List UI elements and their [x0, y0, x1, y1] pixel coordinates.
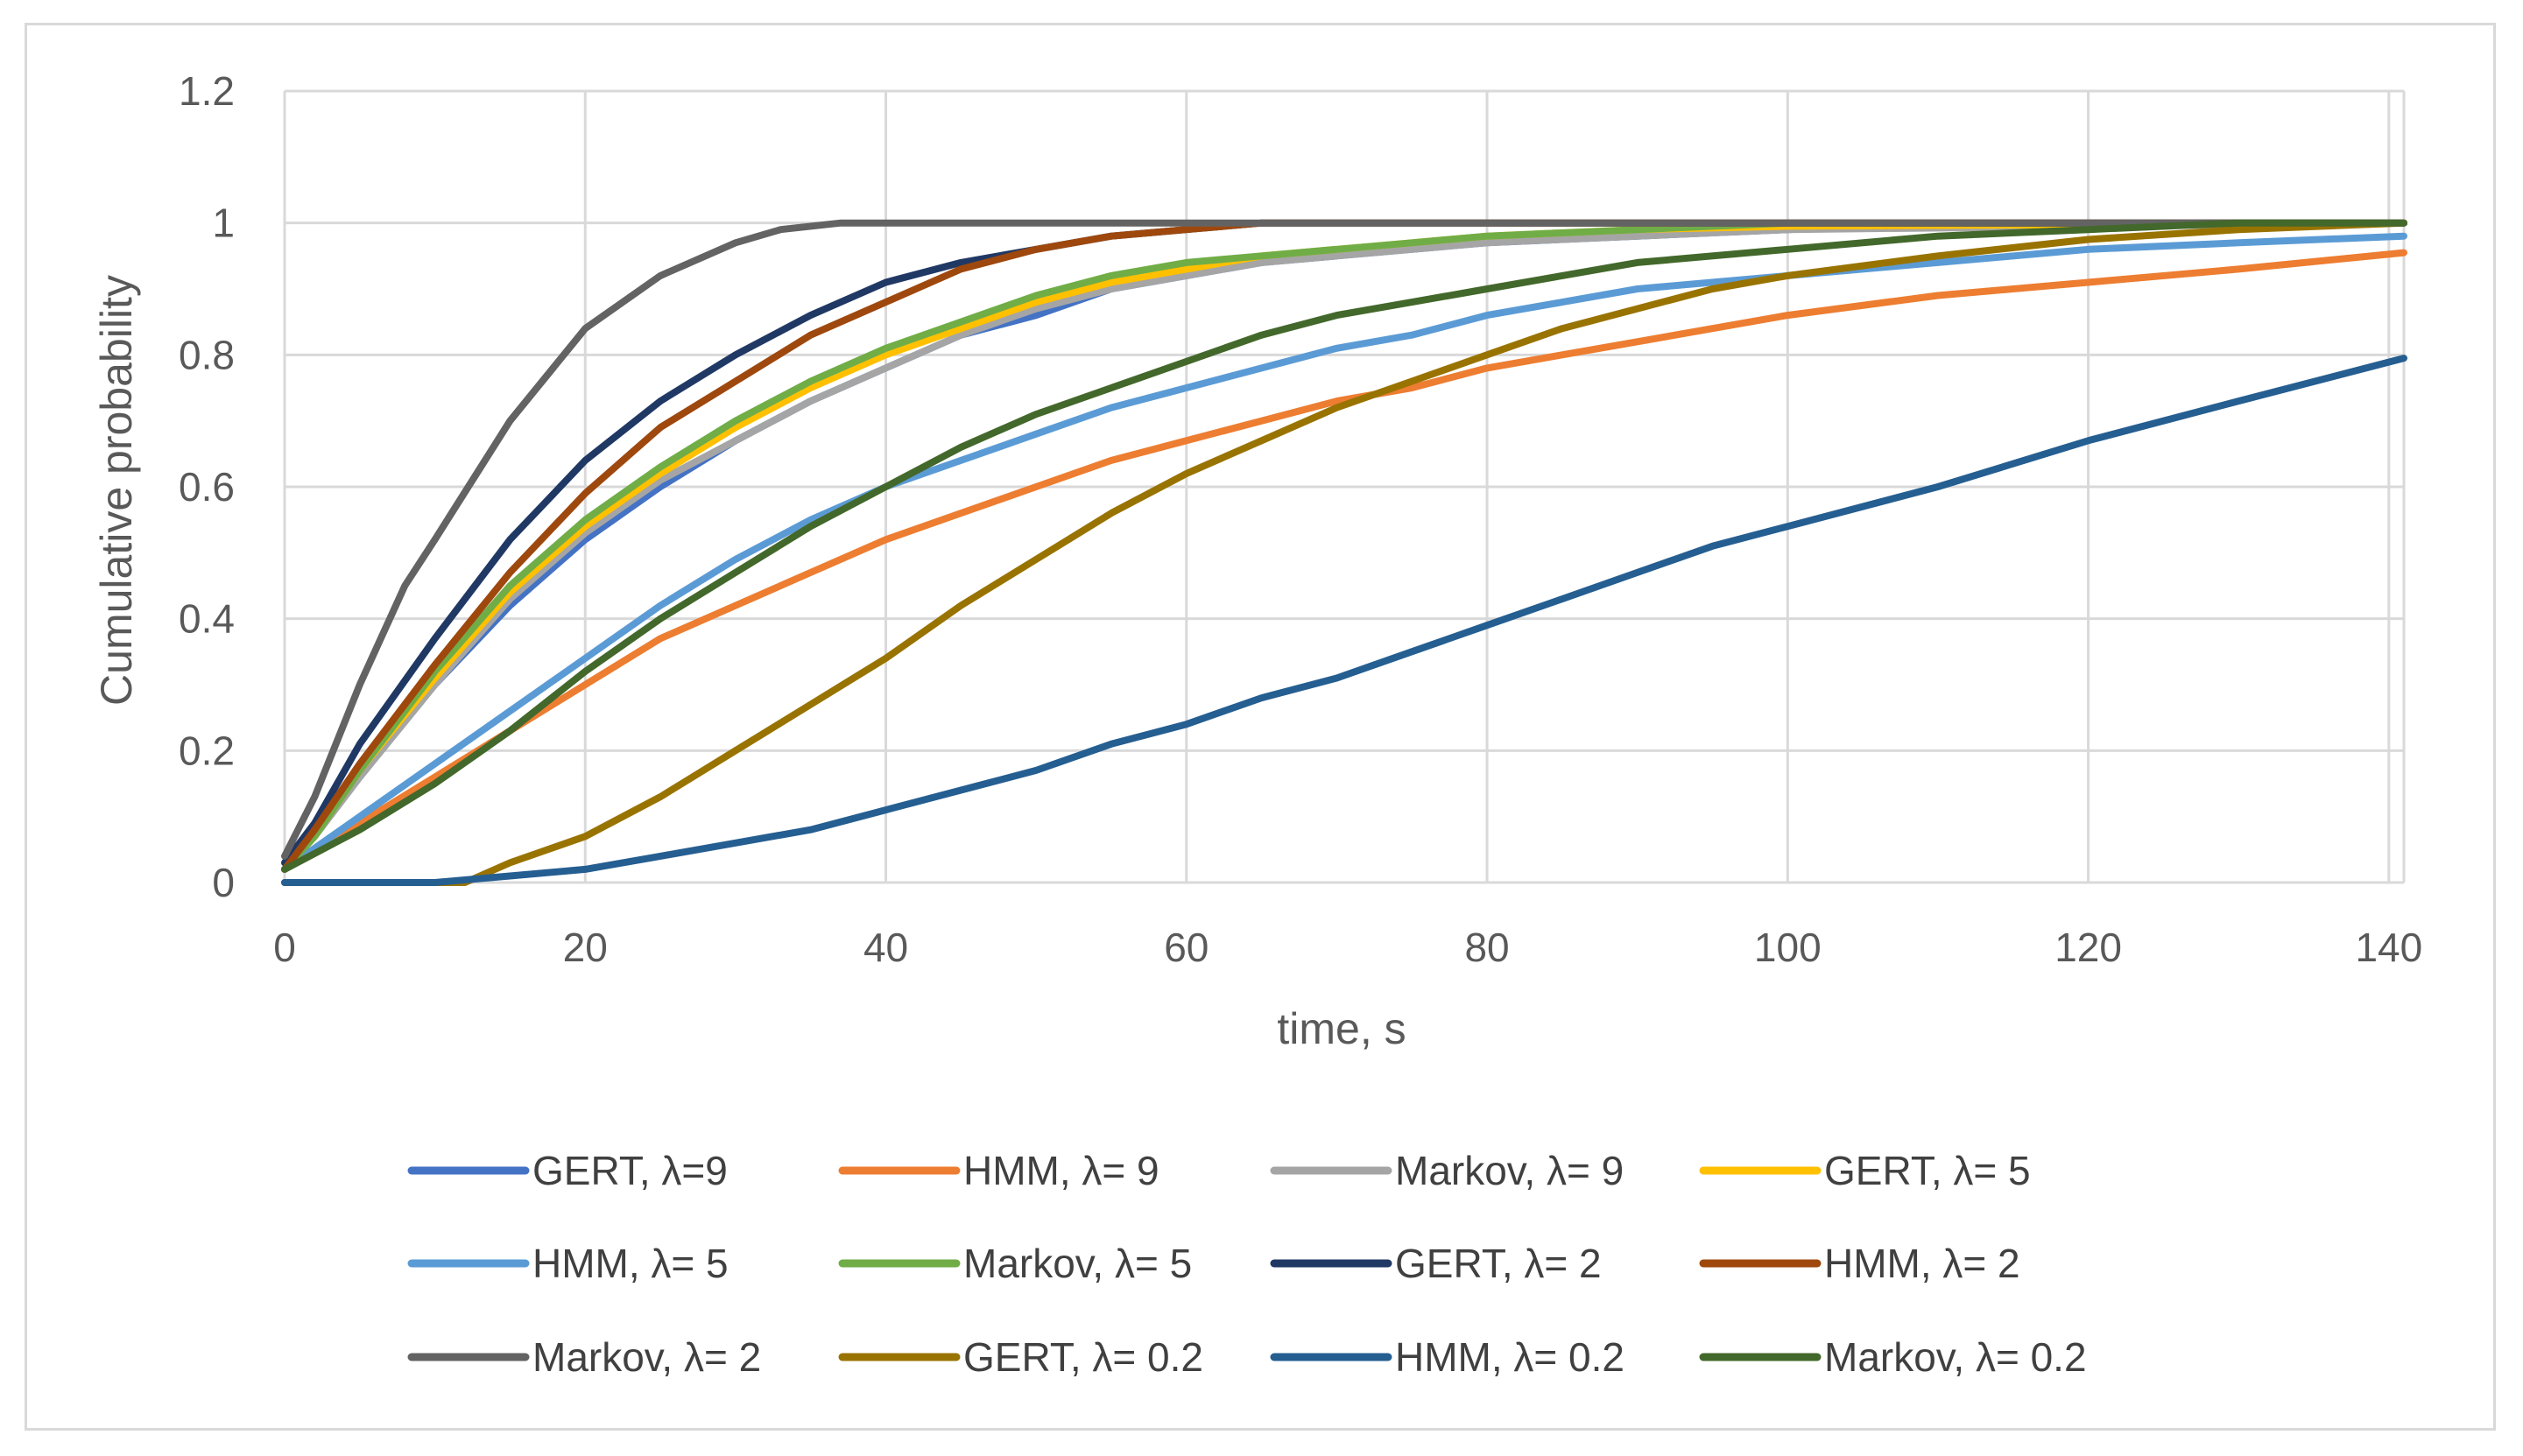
- series-line-3: [281, 219, 2407, 873]
- series-line-12: [281, 219, 2407, 873]
- y-tick-label: 0.6: [179, 464, 235, 510]
- legend-label: GERT, λ=9: [532, 1148, 728, 1193]
- y-tick-label: 1.2: [179, 68, 235, 114]
- series-line-8: [281, 219, 2407, 873]
- y-tick-label: 1: [212, 200, 235, 246]
- series-line-11: [281, 355, 2407, 886]
- x-tick-label: 60: [1164, 925, 1209, 970]
- series-lines: [281, 219, 2407, 886]
- y-tick-label: 0: [212, 860, 235, 905]
- y-tick-label: 0.2: [179, 728, 235, 773]
- y-tick-label: 0.8: [179, 332, 235, 377]
- legend-item: GERT, λ= 5: [1699, 1148, 2031, 1193]
- series-line-10: [281, 219, 2407, 886]
- legend-label: Markov, λ= 2: [532, 1334, 761, 1380]
- y-tick-label: 0.4: [179, 596, 235, 642]
- legend: GERT, λ=9 HMM, λ= 9 Markov, λ= 9 GERT, λ= 5…: [407, 1148, 2087, 1380]
- legend-item: HMM, λ= 5: [407, 1241, 729, 1286]
- x-tick-label: 20: [563, 925, 608, 970]
- legend-label: Markov, λ= 9: [1395, 1148, 1624, 1193]
- legend-label: HMM, λ= 9: [963, 1148, 1159, 1193]
- legend-label: Markov, λ= 5: [963, 1241, 1192, 1286]
- x-tick-label: 0: [273, 925, 296, 970]
- legend-label: Markov, λ= 0.2: [1824, 1334, 2087, 1380]
- legend-label: HMM, λ= 2: [1824, 1241, 2020, 1286]
- x-tick-label: 140: [2355, 925, 2422, 970]
- x-tick-label: 100: [1754, 925, 1822, 970]
- legend-label: GERT, λ= 0.2: [963, 1334, 1203, 1380]
- x-tick-label: 120: [2054, 925, 2122, 970]
- legend-item: HMM, λ= 0.2: [1270, 1334, 1624, 1380]
- legend-item: Markov, λ= 9: [1270, 1148, 1624, 1193]
- x-tick-label: 80: [1464, 925, 1509, 970]
- y-tick-labels: 0 0.2 0.4 0.6 0.8 1 1.2: [179, 68, 235, 905]
- legend-item: HMM, λ= 2: [1699, 1241, 2020, 1286]
- series-line-2: [281, 249, 2407, 873]
- legend-item: GERT, λ=9: [407, 1148, 728, 1193]
- legend-label: HMM, λ= 0.2: [1395, 1334, 1624, 1380]
- x-axis-title: time, s: [1277, 1004, 1406, 1053]
- legend-item: Markov, λ= 2: [407, 1334, 761, 1380]
- x-tick-label: 40: [863, 925, 908, 970]
- series-line-9: [281, 219, 2407, 860]
- legend-item: Markov, λ= 5: [838, 1241, 1192, 1286]
- legend-item: HMM, λ= 9: [838, 1148, 1159, 1193]
- legend-item: Markov, λ= 0.2: [1699, 1334, 2087, 1380]
- legend-label: GERT, λ= 2: [1395, 1241, 1602, 1286]
- legend-item: GERT, λ= 2: [1270, 1241, 1602, 1286]
- legend-label: HMM, λ= 5: [532, 1241, 729, 1286]
- legend-label: GERT, λ= 5: [1824, 1148, 2031, 1193]
- series-line-5: [281, 232, 2407, 873]
- x-tick-labels: 0 20 40 60 80 100 120 140: [273, 925, 2422, 970]
- grid: [283, 89, 2406, 884]
- legend-item: GERT, λ= 0.2: [838, 1334, 1203, 1380]
- series-line-6: [281, 219, 2407, 873]
- y-axis-title: Cumulative probability: [92, 275, 141, 706]
